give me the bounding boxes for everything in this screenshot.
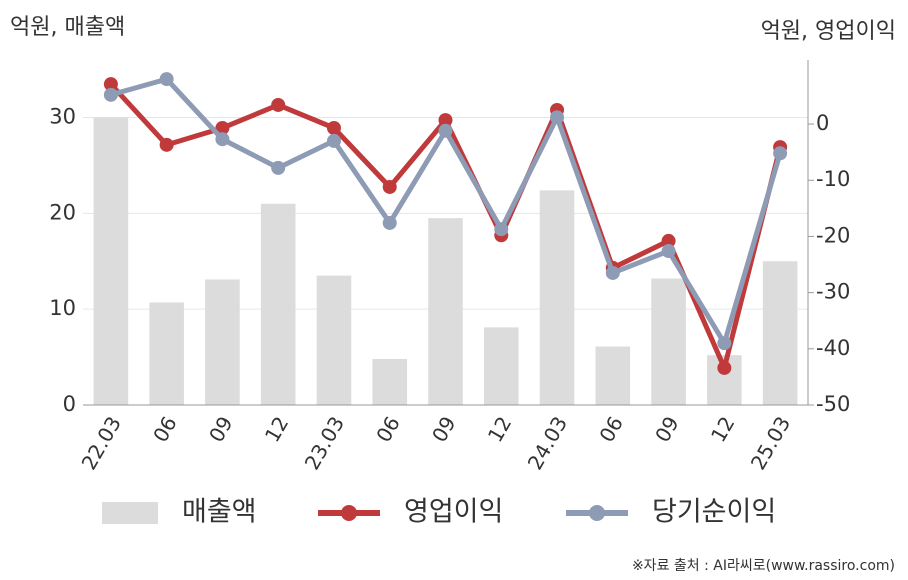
point bbox=[271, 160, 286, 175]
y2-tick-label: -50 bbox=[816, 392, 850, 416]
point bbox=[382, 179, 397, 194]
point bbox=[494, 222, 509, 237]
x-tick-label: 06 bbox=[594, 412, 628, 446]
y2-tick-label: -40 bbox=[816, 336, 850, 360]
point bbox=[661, 233, 676, 248]
x-tick-label: 24.03 bbox=[523, 412, 572, 474]
point bbox=[326, 133, 341, 148]
point bbox=[550, 110, 565, 125]
point bbox=[438, 123, 453, 138]
bar bbox=[539, 190, 575, 405]
y-tick-label: 0 bbox=[63, 392, 76, 416]
point bbox=[159, 72, 174, 87]
y2-tick-label: -10 bbox=[816, 167, 850, 191]
y2-tick-label: -30 bbox=[816, 280, 850, 304]
y-tick-label: 10 bbox=[49, 296, 76, 320]
bar bbox=[762, 261, 798, 405]
point bbox=[773, 146, 788, 161]
point bbox=[271, 97, 286, 112]
x-tick-label: 23.03 bbox=[300, 412, 349, 474]
bar bbox=[595, 346, 631, 405]
point bbox=[717, 360, 732, 375]
point bbox=[661, 244, 676, 259]
x-tick-label: 06 bbox=[148, 412, 182, 446]
x-tick-label: 12 bbox=[260, 412, 294, 446]
point bbox=[326, 120, 341, 135]
x-tick-label: 25.03 bbox=[746, 412, 795, 474]
bar bbox=[316, 275, 352, 405]
legend-swatch bbox=[589, 505, 605, 521]
point bbox=[605, 265, 620, 280]
x-tick-label: 09 bbox=[427, 412, 461, 446]
y-tick-label: 30 bbox=[49, 105, 76, 129]
point bbox=[159, 137, 174, 152]
x-tick-label: 12 bbox=[483, 412, 517, 446]
x-tick-label: 12 bbox=[706, 412, 740, 446]
bar bbox=[149, 302, 184, 405]
x-tick-label: 09 bbox=[204, 412, 238, 446]
point bbox=[717, 336, 732, 351]
point bbox=[103, 77, 118, 92]
bar bbox=[651, 278, 686, 405]
point bbox=[438, 113, 453, 128]
bar bbox=[483, 327, 519, 405]
legend-label: 당기순이익 bbox=[652, 497, 776, 528]
point bbox=[215, 120, 230, 135]
legend-label: 매출액 bbox=[182, 497, 257, 528]
bar bbox=[372, 359, 408, 405]
x-tick-label: 06 bbox=[371, 412, 405, 446]
legend-label: 영업이익 bbox=[404, 497, 503, 528]
bar bbox=[428, 218, 463, 405]
bar bbox=[260, 203, 296, 405]
y2-tick-label: 0 bbox=[816, 111, 829, 135]
bar bbox=[93, 117, 129, 405]
point bbox=[382, 215, 397, 230]
y-axis-label: 억원, 매출액 bbox=[10, 15, 125, 40]
bar bbox=[205, 279, 240, 405]
x-tick-label: 09 bbox=[650, 412, 684, 446]
legend-swatch bbox=[102, 502, 158, 524]
point bbox=[215, 132, 230, 147]
y2-tick-label: -20 bbox=[816, 223, 850, 247]
legend-swatch bbox=[341, 505, 357, 521]
source: ※자료 출처 : AI라씨로(www.rassiro.com) bbox=[632, 558, 895, 574]
x-tick-label: 22.03 bbox=[77, 412, 126, 474]
y2-axis-label: 억원, 영업이익 bbox=[761, 19, 896, 44]
point bbox=[103, 87, 118, 102]
y-tick-label: 20 bbox=[49, 200, 76, 224]
